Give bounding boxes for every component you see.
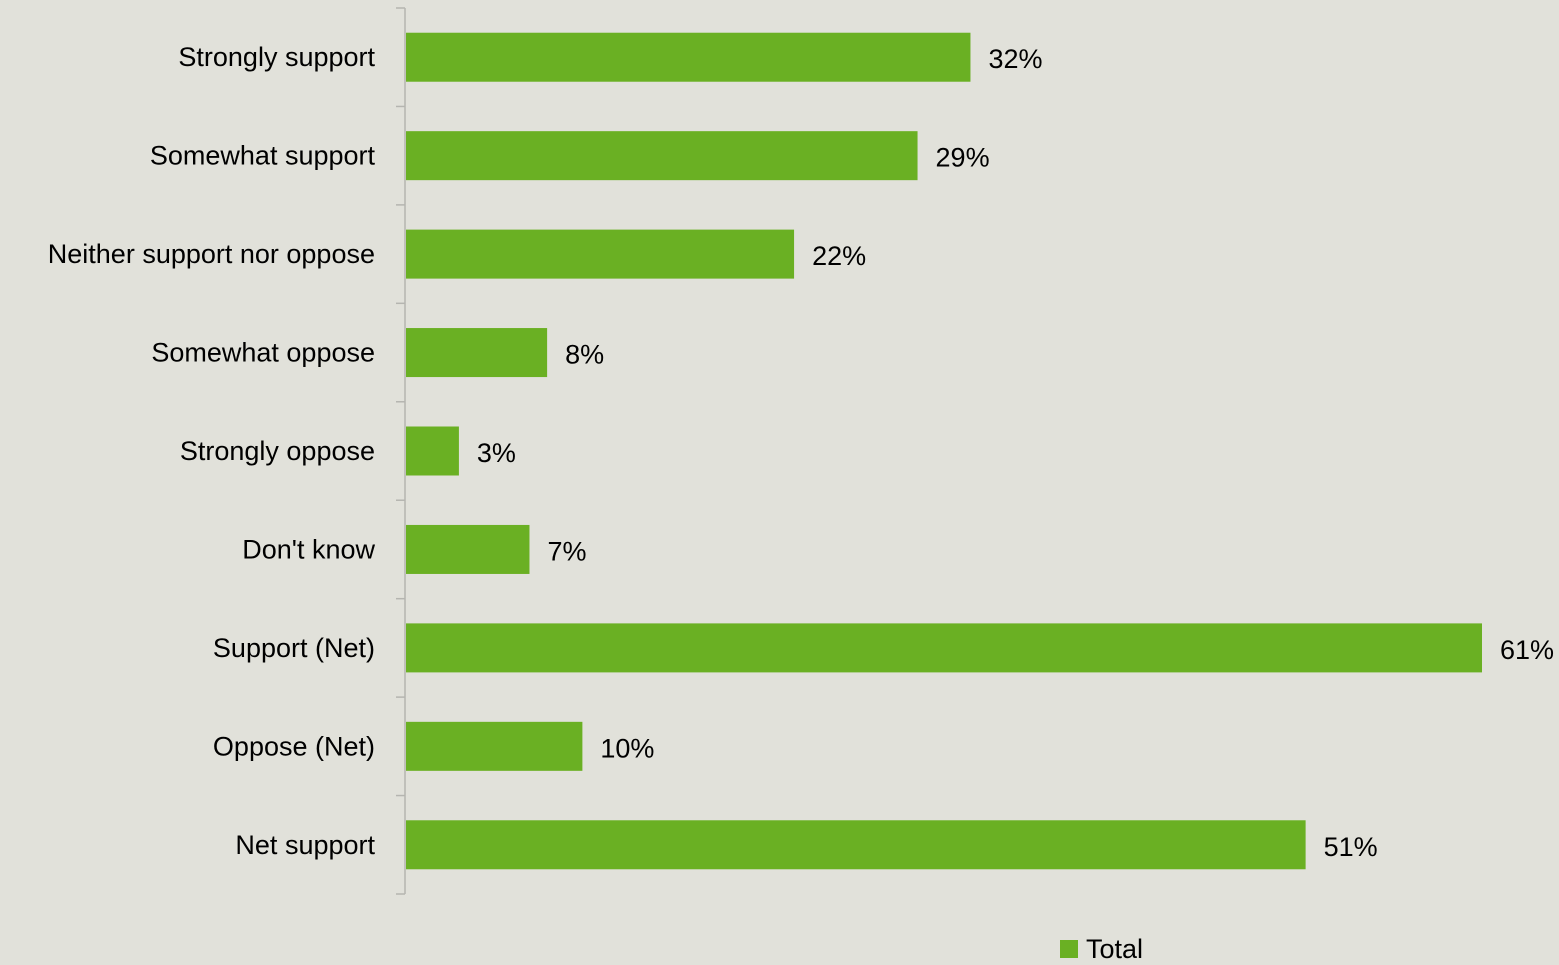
category-label: Support (Net): [213, 633, 375, 663]
category-label: Strongly oppose: [180, 436, 375, 466]
bar: [406, 32, 971, 82]
bar: [406, 426, 459, 476]
bar-series-total: [406, 32, 1482, 870]
data-label: 22%: [812, 241, 866, 271]
category-label: Net support: [235, 830, 375, 860]
category-label: Don't know: [242, 534, 375, 564]
data-label: 29%: [936, 143, 990, 173]
bar: [406, 820, 1306, 870]
bar: [406, 131, 918, 181]
bar: [406, 524, 530, 574]
legend-swatch-total: [1060, 940, 1078, 958]
category-label: Strongly support: [178, 42, 375, 72]
category-label: Somewhat support: [150, 141, 376, 171]
category-labels: Strongly support Somewhat support Neither …: [48, 42, 376, 860]
category-label: Somewhat oppose: [151, 338, 375, 368]
data-label: 51%: [1324, 832, 1378, 862]
legend: Total: [1060, 933, 1143, 965]
data-label: 3%: [477, 438, 516, 468]
legend-label-total: Total: [1086, 933, 1144, 964]
category-label: Oppose (Net): [213, 731, 375, 761]
data-label: 10%: [600, 733, 654, 763]
bar: [406, 229, 795, 279]
data-label: 7%: [547, 536, 586, 566]
data-label: 61%: [1500, 635, 1554, 665]
data-labels: 32% 29% 22% 8% 3% 7% 61% 10% 51%: [477, 44, 1554, 862]
bar: [406, 623, 1482, 673]
data-label: 8%: [565, 340, 604, 370]
data-label: 32%: [988, 44, 1042, 74]
bar: [406, 721, 583, 771]
category-label: Neither support nor oppose: [48, 239, 375, 269]
bar: [406, 328, 548, 378]
category-axis: [396, 7, 406, 895]
